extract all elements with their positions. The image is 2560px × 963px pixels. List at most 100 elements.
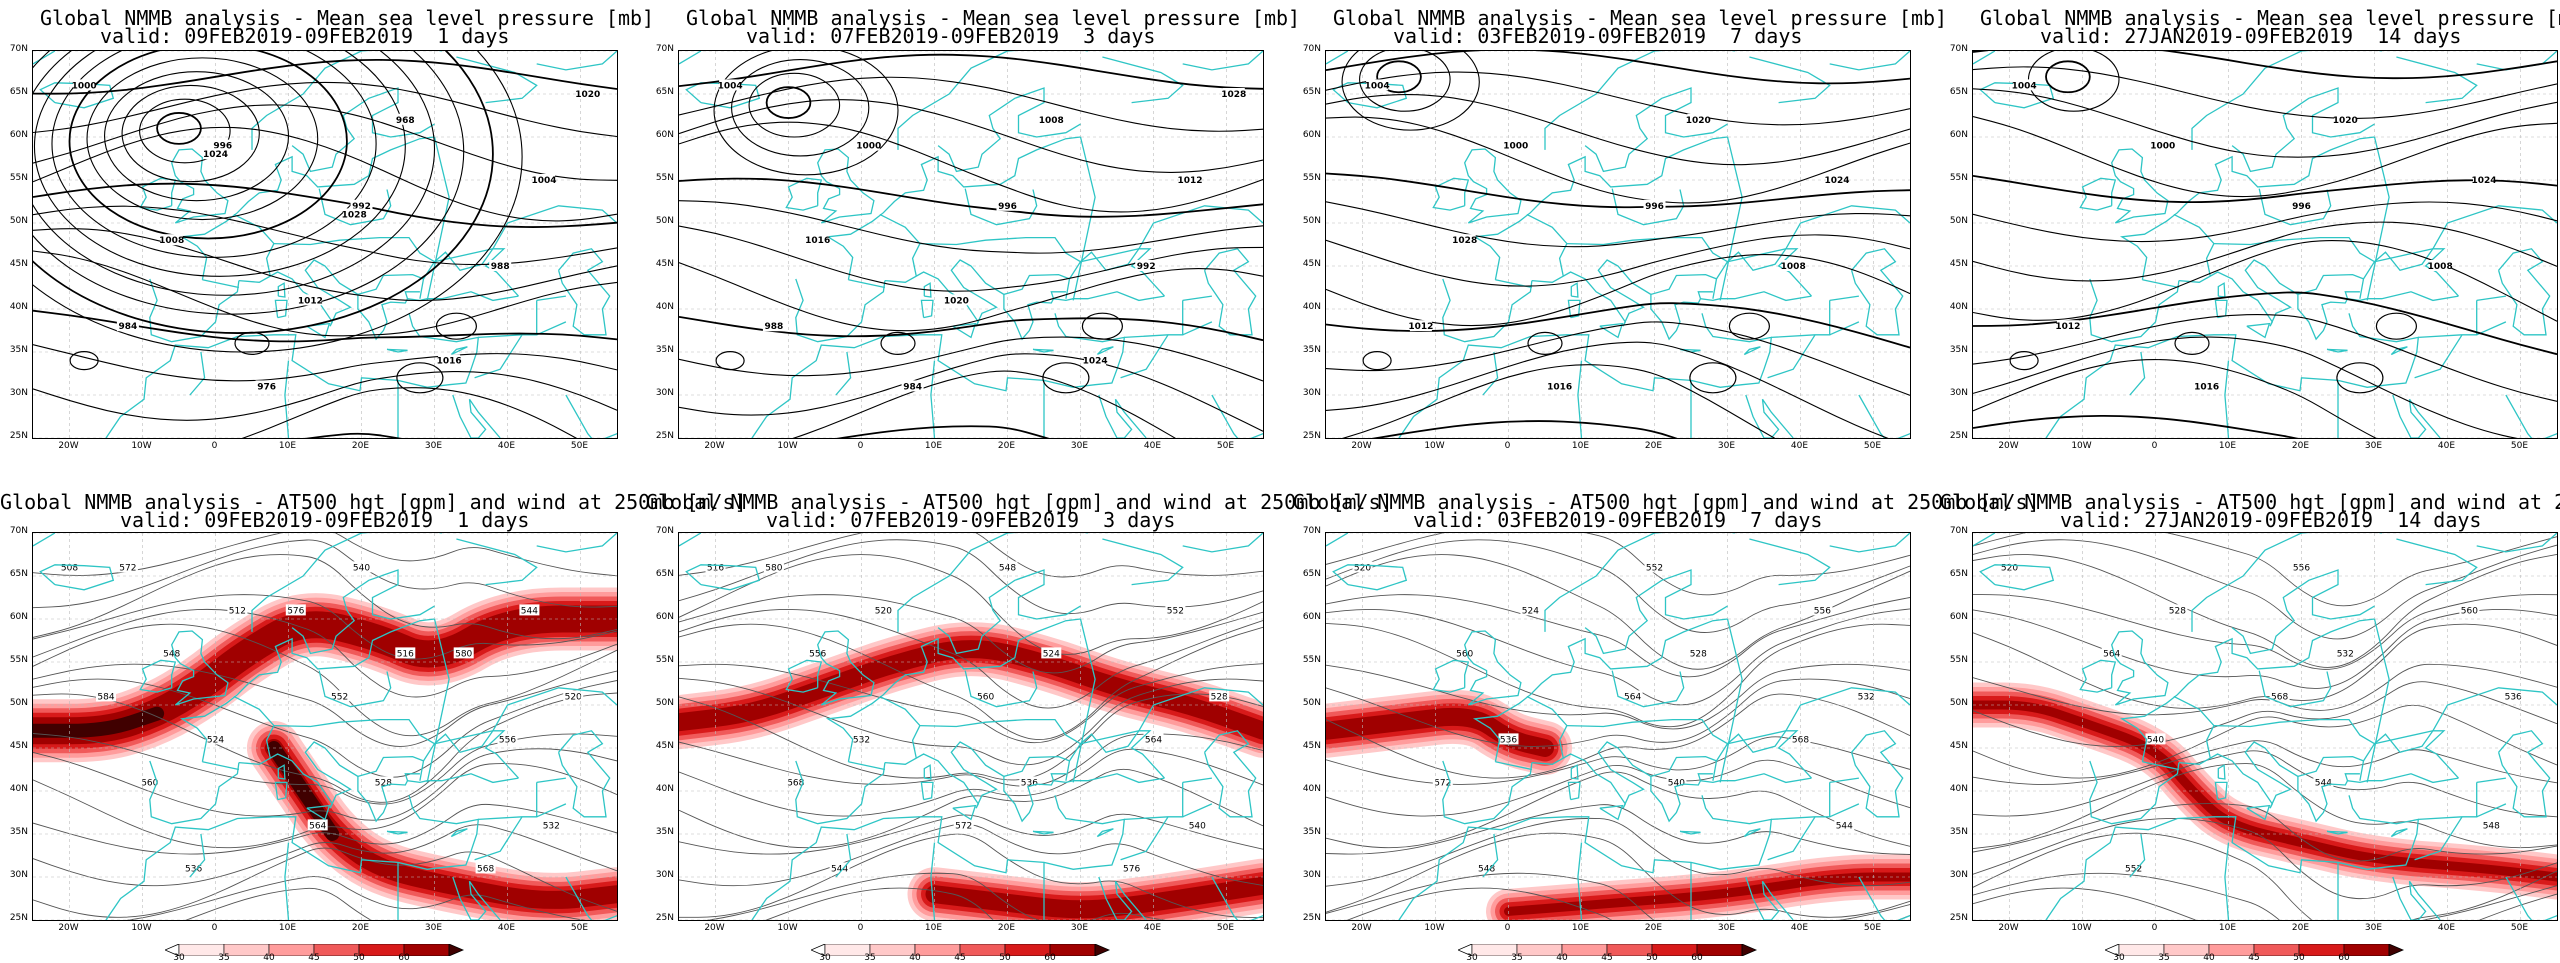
contour-label-bg — [1121, 862, 1142, 874]
longitude-label: 30E — [1717, 923, 1736, 933]
coastline — [923, 764, 932, 780]
contour-label-bg — [533, 174, 555, 185]
coastline — [1767, 816, 1816, 861]
height-contour-layer: 508 512 516 520 524 528 532 536 540 544 548 552 556 5… — [33, 533, 617, 920]
contour-label: 540 — [1668, 778, 1685, 788]
panel-mslp: Global NMMB analysis - Mean sea level pr… — [1293, 0, 1947, 478]
contour-label: 568 — [787, 778, 804, 788]
height-contour — [1326, 533, 1910, 596]
contour-label: 984 — [903, 382, 922, 392]
latitude-label: 70N — [1302, 526, 1321, 536]
coastline — [1566, 718, 1728, 745]
height-contour — [1326, 678, 1910, 747]
longitude-label: 10E — [1571, 923, 1590, 933]
coastline — [1567, 781, 1581, 801]
contour-label-bg — [394, 113, 417, 125]
isobar — [1973, 336, 2518, 438]
coastline — [1003, 273, 1070, 296]
coastline — [2392, 876, 2441, 920]
contour-label: 572 — [955, 821, 972, 831]
panel-title: Global NMMB analysis - AT500 hgt [gpm] a… — [646, 490, 1393, 514]
longitude-label: 0 — [2151, 923, 2158, 933]
isobar-ring — [121, 84, 260, 183]
contour-label: 532 — [2337, 649, 2354, 659]
coastline — [1719, 618, 1743, 783]
coastline — [474, 334, 523, 379]
coastline — [1472, 136, 1728, 280]
contour-label: 1012 — [2055, 322, 2080, 332]
contour-label: 564 — [1145, 735, 1162, 745]
panel-mslp: Global NMMB analysis - Mean sea level pr… — [1940, 0, 2560, 478]
longitude-label: 10W — [777, 923, 798, 933]
contour-label-bg — [2473, 174, 2495, 185]
coastline — [1743, 346, 1761, 356]
isobar-closed — [2336, 362, 2384, 394]
coastline — [785, 659, 823, 693]
latitude-label: 60N — [655, 130, 674, 140]
panel-mslp: Global NMMB analysis - Mean sea level pr… — [646, 0, 1300, 478]
longitude-label: 0 — [2151, 441, 2158, 451]
latitude-label: 45N — [655, 741, 674, 751]
coastline — [2191, 51, 2382, 150]
panel-title: Global NMMB analysis - Mean sea level pr… — [686, 6, 1301, 30]
coastline — [1584, 569, 1728, 655]
contour-label: 556 — [2293, 563, 2310, 573]
contour-label: 988 — [491, 262, 510, 272]
isobar — [679, 336, 1263, 382]
contour-label: 532 — [543, 821, 560, 831]
coastline — [2497, 248, 2551, 336]
coastline — [2374, 730, 2434, 745]
contour-label-bg — [901, 380, 924, 392]
coastline — [536, 295, 566, 302]
latitude-label: 35N — [1302, 827, 1321, 837]
coastline — [2213, 718, 2375, 745]
map-frame: 1004 1000 996 1008 1012 1016 1020 1024 — [1972, 50, 2558, 439]
coastline — [1065, 730, 1165, 781]
panel-title: Global NMMB analysis - Mean sea level pr… — [40, 6, 655, 30]
longitude-label: 10W — [1424, 923, 1445, 933]
contour-label: 556 — [1814, 606, 1831, 616]
panel-subtitle: valid: 03FEB2019-09FEB2019 7 days — [1413, 508, 1823, 532]
panel-z500: Global NMMB analysis - AT500 hgt [gpm] a… — [1940, 482, 2560, 963]
coastline — [1432, 659, 1470, 693]
longitude-label: 50E — [1863, 923, 1882, 933]
longitude-label: 30E — [2364, 441, 2383, 451]
height-contour — [1326, 771, 1910, 849]
coastline — [1182, 533, 1263, 553]
height-contour — [1973, 832, 2557, 920]
coastline — [2476, 295, 2506, 302]
contour-label: 1024 — [203, 150, 228, 160]
longitude-label: 10E — [924, 441, 943, 451]
contour-label-bg — [255, 380, 278, 392]
coastline — [2505, 394, 2557, 438]
coastline — [1182, 803, 1213, 818]
coastline — [1182, 51, 1263, 71]
coastline — [685, 564, 761, 591]
coastline — [419, 730, 519, 781]
longitude-label: 50E — [1863, 441, 1882, 451]
map-frame: 520 524 528 532 536 540 544 548 552 556 560 564 568 5… — [1325, 532, 1911, 921]
contour-label: 1016 — [2194, 382, 2219, 392]
colorbar-tick-label: 50 — [2293, 953, 2305, 963]
coastline — [919, 236, 1081, 263]
coastline — [306, 804, 331, 821]
isobar — [836, 425, 1050, 438]
coastline — [2119, 136, 2375, 280]
contour-label: 1004 — [718, 81, 743, 91]
height-contour-layer: 520 524 528 532 536 540 544 548 552 556 560 564 568 5… — [1326, 533, 1910, 920]
longitude-label: 30E — [1070, 923, 1089, 933]
contour-label-bg — [1856, 690, 1877, 702]
contour-label: 1012 — [298, 296, 323, 306]
latitude-label: 70N — [655, 44, 674, 54]
latitude-label: 40N — [1949, 784, 1968, 794]
longitude-label: 10E — [278, 441, 297, 451]
contour-label: 568 — [477, 864, 494, 874]
coastline — [274, 781, 288, 801]
coastline — [1442, 278, 1533, 343]
coastline — [1495, 761, 1533, 771]
coastline — [2366, 136, 2390, 301]
coastline — [426, 136, 450, 301]
isobar — [679, 53, 1263, 90]
coastline — [1979, 82, 2055, 109]
contour-label-bg — [299, 294, 322, 306]
